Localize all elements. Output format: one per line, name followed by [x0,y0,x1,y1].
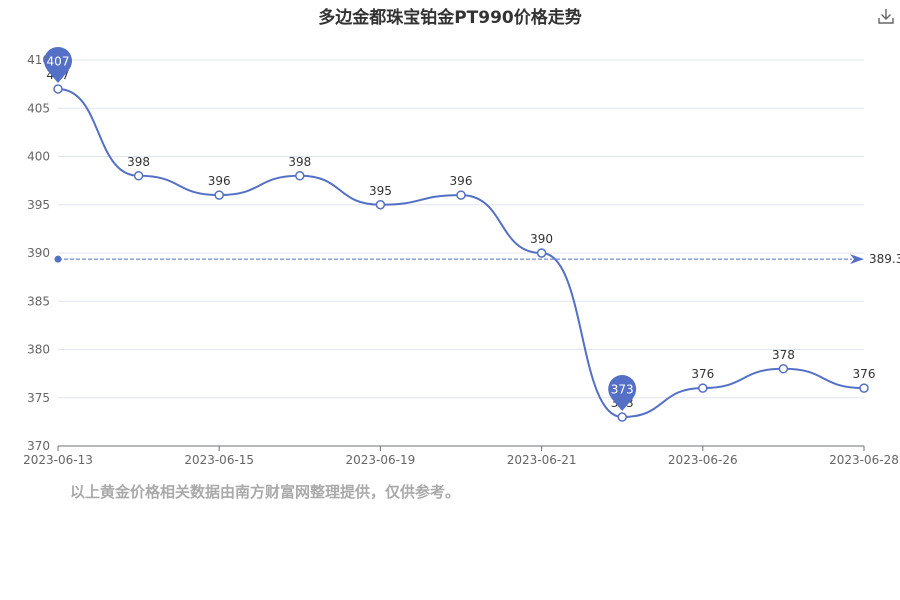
data-point[interactable] [214,190,224,200]
max-marker-pin-label: 407 [47,54,70,68]
x-tick-label: 2023-06-21 [507,453,577,467]
data-label: 395 [369,184,392,198]
x-tick-label: 2023-06-13 [23,453,93,467]
min-marker-pin[interactable] [608,375,637,404]
average-line-group: 389.36 [54,252,900,266]
x-tick-label: 2023-06-15 [184,453,254,467]
data-point[interactable] [859,383,869,393]
data-point[interactable] [778,364,789,374]
data-label: 396 [450,174,473,188]
data-label: 378 [772,348,795,362]
y-tick-label: 370 [27,439,50,453]
chart-title: 多边金都珠宝铂金PT990价格走势 [318,8,582,28]
y-tick-label: 375 [27,391,50,405]
footnote: 以上黄金价格相关数据由南方财富网整理提供，仅供参考。 [70,483,461,501]
data-label: 376 [853,367,876,381]
data-point[interactable] [133,171,144,181]
data-point[interactable] [617,412,627,422]
x-tick-label: 2023-06-28 [829,453,899,467]
series-line [57,87,865,419]
y-tick-label: 395 [27,198,50,212]
y-tick-label: 405 [27,101,50,115]
data-point[interactable] [536,248,547,258]
y-tick-label: 385 [27,294,50,308]
data-point[interactable] [53,84,63,94]
data-label: 390 [530,232,553,246]
average-line-label: 389.36 [869,252,900,266]
min-marker-pin-label: 373 [611,383,634,397]
data-point[interactable] [698,383,708,393]
y-tick-label: 400 [27,150,50,164]
marker-pin-group: 407 373 [44,46,637,412]
data-point[interactable] [295,171,305,181]
data-label: 396 [208,174,231,188]
data-point[interactable] [456,190,466,200]
y-tick-label: 380 [27,343,50,357]
average-line-arrow [850,254,864,265]
download-icon[interactable] [876,6,896,26]
data-point[interactable] [375,200,386,210]
grid-lines [58,59,864,399]
data-label: 398 [288,155,311,169]
x-tick-label: 2023-06-19 [346,453,416,467]
y-tick-label: 390 [27,246,50,260]
data-label: 398 [127,155,150,169]
series-group [53,84,869,422]
data-label-group: 407398396398395396390373376378376 [47,68,876,410]
x-tick-label: 2023-06-26 [668,453,738,467]
data-label: 376 [691,367,714,381]
max-marker-pin[interactable] [44,46,72,75]
average-line-start [54,255,62,263]
